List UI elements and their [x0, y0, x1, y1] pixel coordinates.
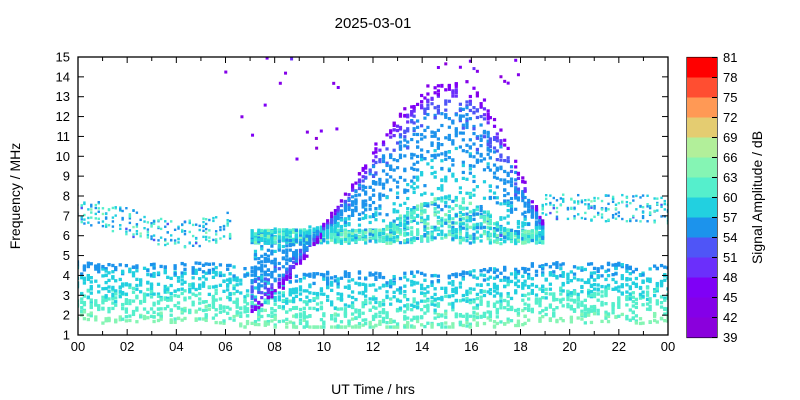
svg-text:7: 7	[63, 208, 70, 223]
svg-text:10: 10	[317, 339, 331, 354]
svg-text:06: 06	[218, 339, 232, 354]
svg-text:3: 3	[63, 288, 70, 303]
svg-text:48: 48	[723, 270, 737, 285]
svg-text:12: 12	[56, 109, 70, 124]
svg-text:54: 54	[723, 230, 737, 245]
svg-text:Signal Amplitude / dB: Signal Amplitude / dB	[749, 131, 765, 264]
svg-text:2: 2	[63, 308, 70, 323]
svg-text:72: 72	[723, 110, 737, 125]
svg-text:75: 75	[723, 90, 737, 105]
svg-text:15: 15	[56, 50, 70, 65]
svg-text:02: 02	[120, 339, 134, 354]
svg-text:00: 00	[661, 339, 675, 354]
svg-text:14: 14	[56, 69, 70, 84]
svg-text:45: 45	[723, 290, 737, 305]
svg-text:57: 57	[723, 210, 737, 225]
svg-text:60: 60	[723, 190, 737, 205]
svg-text:63: 63	[723, 170, 737, 185]
svg-text:51: 51	[723, 250, 737, 265]
svg-text:Frequency / MHz: Frequency / MHz	[7, 143, 23, 250]
svg-text:69: 69	[723, 130, 737, 145]
svg-text:42: 42	[723, 310, 737, 325]
svg-text:20: 20	[562, 339, 576, 354]
svg-text:00: 00	[71, 339, 85, 354]
svg-text:4: 4	[63, 268, 70, 283]
svg-text:08: 08	[267, 339, 281, 354]
svg-text:8: 8	[63, 189, 70, 204]
svg-text:5: 5	[63, 248, 70, 263]
svg-text:81: 81	[723, 50, 737, 65]
svg-text:22: 22	[612, 339, 626, 354]
svg-text:9: 9	[63, 169, 70, 184]
svg-text:12: 12	[366, 339, 380, 354]
svg-text:39: 39	[723, 330, 737, 345]
svg-text:10: 10	[56, 149, 70, 164]
svg-text:13: 13	[56, 89, 70, 104]
svg-text:UT Time / hrs: UT Time / hrs	[331, 381, 415, 397]
svg-text:78: 78	[723, 70, 737, 85]
svg-text:11: 11	[57, 129, 71, 144]
svg-text:6: 6	[63, 228, 70, 243]
svg-text:04: 04	[169, 339, 183, 354]
svg-text:66: 66	[723, 150, 737, 165]
svg-text:16: 16	[464, 339, 478, 354]
svg-text:1: 1	[63, 328, 70, 343]
svg-text:14: 14	[415, 339, 429, 354]
svg-text:18: 18	[513, 339, 527, 354]
